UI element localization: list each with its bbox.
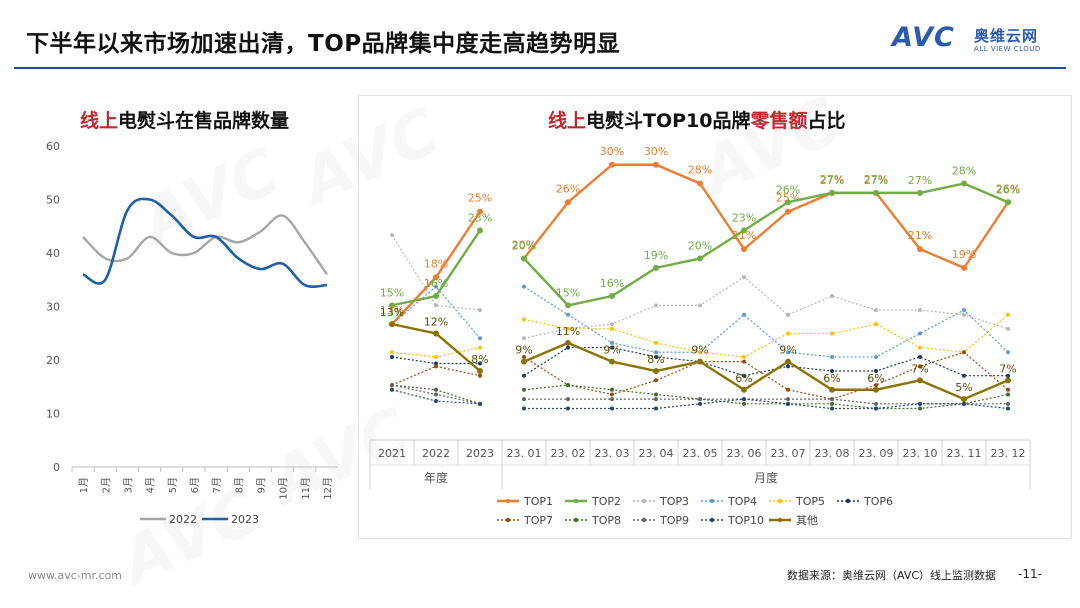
header-divider (14, 67, 1066, 69)
page-number: -11- (1018, 567, 1042, 581)
y-tick-label: 50 (46, 194, 60, 207)
right-title-suffix: 占比 (807, 110, 846, 132)
avc-logo: AVC 奥维云网 ALL VIEW CLOUD (892, 22, 1062, 62)
watermark: AVC (131, 134, 291, 260)
x-tick-label: 9月 (255, 477, 267, 493)
x-tick-label: 6月 (189, 477, 201, 493)
right-title-prefix: 线上 (548, 110, 587, 132)
x-tick-label: 7月 (211, 477, 223, 493)
left-chart-title: 线上电熨斗在售品牌数量 (80, 106, 289, 133)
watermark: AVC (111, 474, 271, 600)
right-chart-title: 线上电熨斗TOP10品牌零售额占比 (548, 106, 846, 133)
x-tick-label: 10月 (278, 477, 290, 500)
y-tick-label: 0 (53, 461, 60, 474)
x-tick-label: 2月 (100, 477, 112, 493)
logo-en: ALL VIEW CLOUD (974, 45, 1041, 53)
x-tick-label: 3月 (122, 477, 134, 493)
y-tick-label: 10 (46, 408, 60, 421)
right-title-highlight: 零售额 (750, 110, 808, 132)
series-line-2023 (82, 197, 328, 288)
series-line-2022 (82, 214, 328, 276)
right-chart-panel (358, 95, 1072, 539)
y-tick-label: 30 (46, 301, 60, 314)
footer-source: 数据来源：奥维云网（AVC）线上监测数据 (787, 569, 997, 582)
legend-label-2023: 2023 (231, 513, 259, 526)
right-title-mid: 电熨斗TOP10品牌 (586, 110, 751, 132)
y-tick-label: 60 (46, 140, 60, 153)
left-title-rest: 电熨斗在售品牌数量 (118, 110, 290, 132)
left-title-prefix: 线上 (80, 110, 119, 132)
x-tick-label: 1月 (78, 477, 90, 493)
legend-label-2022: 2022 (169, 513, 197, 526)
y-tick-label: 20 (46, 354, 60, 367)
logo-cn: 奥维云网 (974, 27, 1039, 45)
footer-url: www.avc-mr.com (28, 569, 122, 582)
y-tick-label: 40 (46, 247, 60, 260)
page-title: 下半年以来市场加速出清，TOP品牌集中度走高趋势明显 (26, 31, 621, 57)
x-tick-label: 12月 (322, 477, 334, 500)
x-tick-label: 4月 (145, 477, 157, 493)
logo-mark: AVC (892, 22, 955, 53)
x-tick-label: 5月 (167, 477, 179, 493)
x-tick-label: 11月 (300, 477, 312, 500)
x-tick-label: 8月 (233, 477, 245, 493)
